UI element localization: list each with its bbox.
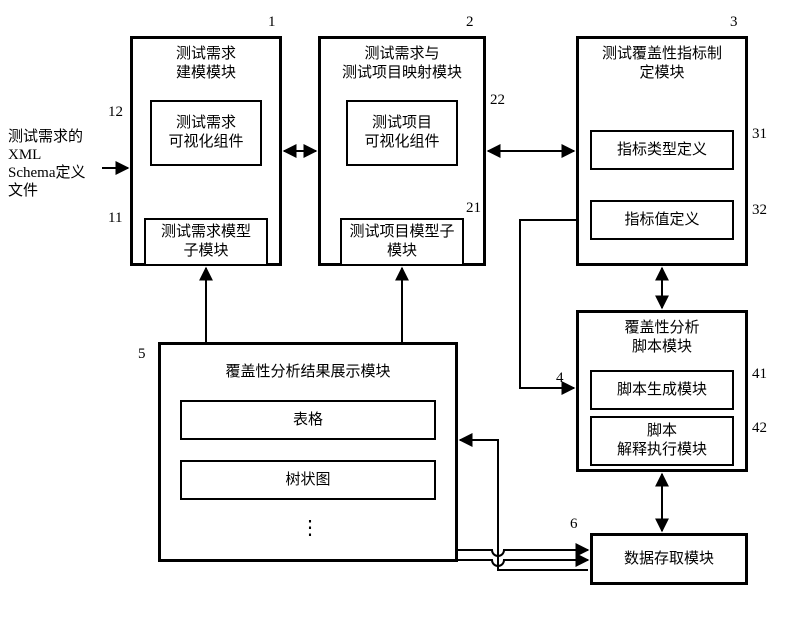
module-4-sub42-num: 42 — [752, 420, 767, 437]
module-1-sub11: 测试需求模型 子模块 — [144, 218, 268, 266]
module-5-ellipsis: ⋮ — [300, 516, 320, 540]
module-4-sub41: 脚本生成模块 — [590, 370, 734, 410]
module-2-sub22: 测试项目 可视化组件 — [346, 100, 458, 166]
module-1-sub11-num: 11 — [108, 210, 122, 227]
module-1-sub12: 测试需求 可视化组件 — [150, 100, 262, 166]
module-2-sub21-num: 21 — [466, 200, 481, 217]
module-3-num: 3 — [730, 14, 738, 31]
module-5-num: 5 — [138, 346, 146, 363]
module-4-sub42: 脚本 解释执行模块 — [590, 416, 734, 466]
module-3-title: 测试覆盖性指标制 定模块 — [602, 45, 722, 83]
module-3-sub32-num: 32 — [752, 202, 767, 219]
module-5-title: 覆盖性分析结果展示模块 — [225, 363, 390, 382]
module-5-row-table: 表格 — [180, 400, 436, 440]
module-1-title: 测试需求 建模模块 — [176, 45, 236, 83]
module-6-num: 6 — [570, 516, 578, 533]
module-1-sub12-num: 12 — [108, 104, 123, 121]
external-input-label: 测试需求的 XML Schema定义 文件 — [8, 128, 102, 200]
module-2-sub21: 测试项目模型子 模块 — [340, 218, 464, 266]
module-3-sub31: 指标类型定义 — [590, 130, 734, 170]
module-2-title: 测试需求与 测试项目映射模块 — [342, 45, 462, 83]
module-4-title: 覆盖性分析 脚本模块 — [624, 319, 699, 357]
module-3-sub31-num: 31 — [752, 126, 767, 143]
module-4-num: 4 — [556, 370, 564, 387]
module-2-num: 2 — [466, 14, 474, 31]
module-2-sub22-num: 22 — [490, 92, 505, 109]
module-3-sub32: 指标值定义 — [590, 200, 734, 240]
module-5-row-tree: 树状图 — [180, 460, 436, 500]
module-1-num: 1 — [268, 14, 276, 31]
module-4-sub41-num: 41 — [752, 366, 767, 383]
module-6: 数据存取模块 — [590, 533, 748, 585]
